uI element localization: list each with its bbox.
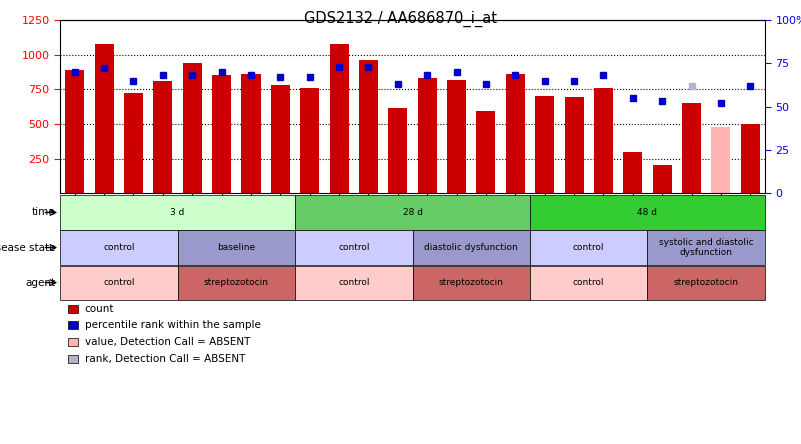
Text: 48 d: 48 d [638,208,658,217]
Text: count: count [85,304,114,313]
Bar [65,70,84,193]
Text: control: control [573,278,605,287]
Text: streptozotocin: streptozotocin [674,278,739,287]
Text: time: time [32,207,55,218]
Text: agent: agent [25,278,55,288]
Text: control: control [573,243,605,252]
Bar [359,60,378,193]
Text: baseline: baseline [217,243,256,252]
Text: streptozotocin: streptozotocin [439,278,504,287]
Text: diastolic dysfunction: diastolic dysfunction [425,243,518,252]
Text: control: control [338,278,369,287]
Bar [477,111,496,193]
Text: rank, Detection Call = ABSENT: rank, Detection Call = ABSENT [85,354,245,364]
Bar [300,88,320,193]
Bar [535,96,554,193]
Text: control: control [338,243,369,252]
Text: GDS2132 / AA686870_i_at: GDS2132 / AA686870_i_at [304,11,497,27]
Text: control: control [103,278,135,287]
Bar [653,166,672,193]
Bar [417,78,437,193]
Bar [711,127,731,193]
Text: streptozotocin: streptozotocin [203,278,269,287]
Bar [682,103,701,193]
Text: systolic and diastolic
dysfunction: systolic and diastolic dysfunction [659,238,754,257]
Bar [594,88,613,193]
Bar [505,74,525,193]
Bar [212,75,231,193]
Text: percentile rank within the sample: percentile rank within the sample [85,321,260,330]
Bar [565,97,584,193]
Bar [271,85,290,193]
Text: 3 d: 3 d [171,208,185,217]
Bar [329,44,348,193]
Bar [241,74,260,193]
Text: control: control [103,243,135,252]
Text: 28 d: 28 d [403,208,422,217]
Text: value, Detection Call = ABSENT: value, Detection Call = ABSENT [85,337,250,347]
Bar [95,44,114,193]
Bar [741,124,760,193]
Text: disease state: disease state [0,242,55,253]
Bar [153,81,172,193]
Bar [183,63,202,193]
Bar [388,108,408,193]
Bar [124,93,143,193]
Bar [623,151,642,193]
Bar [447,79,466,193]
